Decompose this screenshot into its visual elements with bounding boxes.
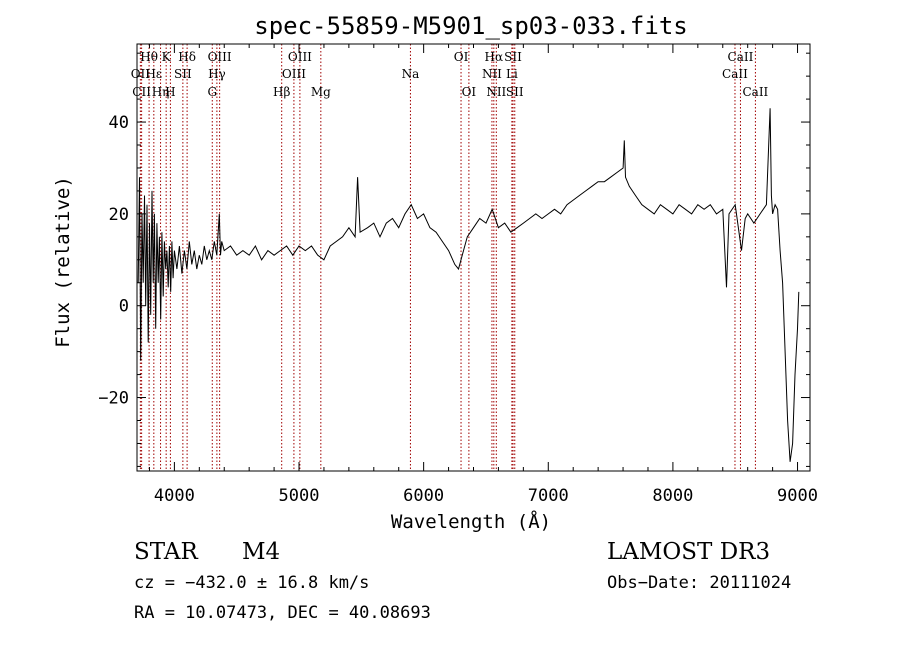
x-tick-label: 5000 [279,486,320,506]
line-label: OI [454,50,469,64]
chart-title: spec-55859-M5901_sp03-033.fits [254,12,687,40]
line-label: Hδ [178,50,196,64]
line-label: OIII [288,50,312,64]
y-tick-label: 20 [109,205,129,225]
line-label: G [207,85,217,99]
object-class: STAR [134,539,198,565]
line-label: Na [402,67,420,81]
y-tick-label: 40 [109,113,129,133]
line-label: Mg [311,85,331,99]
x-tick-label: 8000 [652,486,693,506]
line-label: SII [506,85,524,99]
line-label: OIII [282,67,306,81]
line-label: H [165,85,175,99]
object-subclass: M4 [242,539,281,565]
x-tick-label: 4000 [154,486,195,506]
line-label: OII [131,67,151,81]
line-label: SII [174,67,192,81]
line-label: OIII [208,50,232,64]
x-axis: 4000 5000 6000 7000 8000 9000 [148,44,818,506]
x-tick-label: 9000 [777,486,818,506]
emission-line-markers [139,44,756,471]
line-label: Hθ [140,50,158,64]
x-tick-label: 7000 [528,486,569,506]
line-label: NII [482,67,502,81]
line-label: Hγ [208,67,226,81]
line-label: CaII [728,50,754,64]
line-label: K [162,50,172,64]
y-tick-label: 0 [119,297,129,317]
observation-date: Obs−Date: 20111024 [607,573,792,593]
line-label: NII [486,85,506,99]
line-label: Hε [145,67,162,81]
line-label: Hη [152,85,170,99]
line-label: Hβ [273,85,290,99]
line-label: CaII [742,85,768,99]
coordinates-readout: RA = 10.07473, DEC = 40.08693 [134,603,431,623]
x-tick-label: 6000 [403,486,444,506]
line-label: CII [132,85,151,99]
line-label: Li [506,67,518,81]
line-label: OI [462,85,477,99]
line-label: CaII [722,67,748,81]
spectrum-line [137,108,800,462]
x-axis-label: Wavelength (Å) [391,510,551,533]
line-label: SII [504,50,522,64]
y-axis-label: Flux (relative) [52,176,74,348]
velocity-readout: cz = −432.0 ± 16.8 km/s [134,573,370,593]
y-axis: −20 0 20 40 [98,52,810,467]
survey-name: LAMOST DR3 [607,539,771,565]
y-tick-label: −20 [98,389,129,409]
plot-frame [136,43,811,472]
line-label: Hα [485,50,504,64]
